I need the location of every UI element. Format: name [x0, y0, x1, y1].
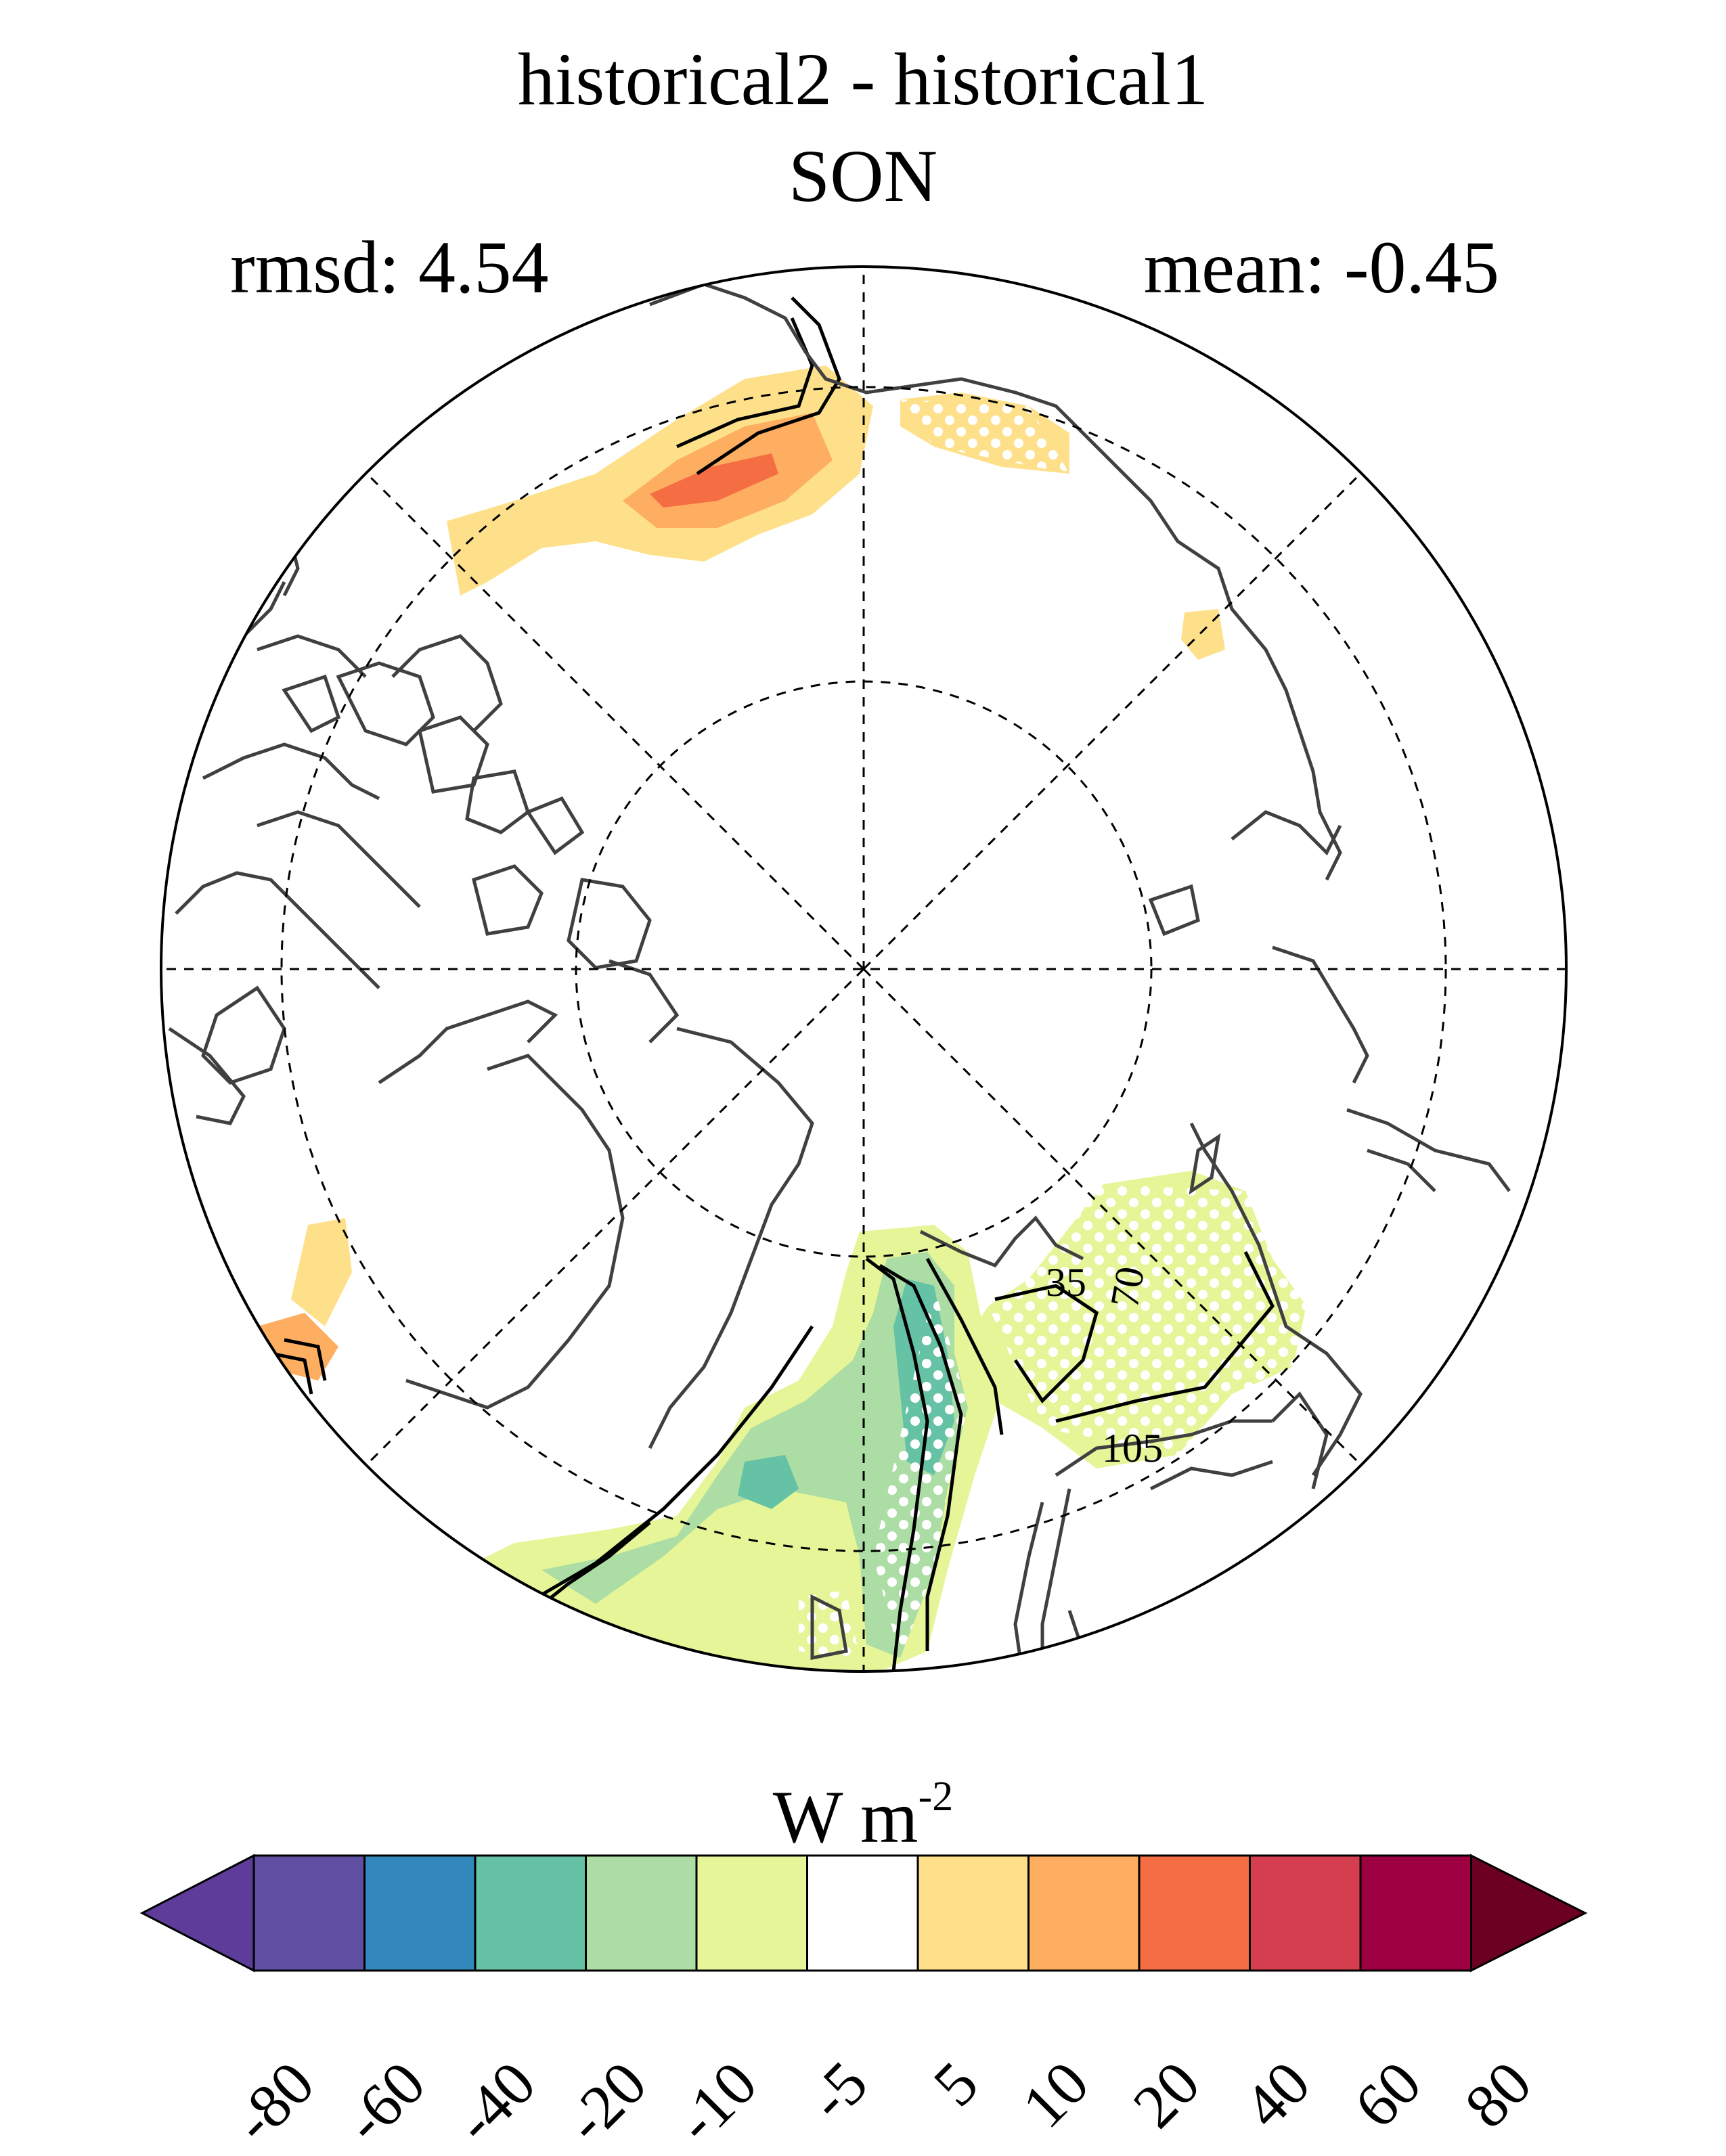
contour-label-70: 70	[1102, 1263, 1153, 1311]
contour-label-35: 35	[1046, 1260, 1086, 1305]
colorbar-box	[363, 1854, 477, 1972]
graticule	[161, 267, 1566, 1671]
colorbar-box	[585, 1854, 698, 1972]
colorbar-box	[1359, 1854, 1472, 1972]
warm-region-left	[291, 1218, 352, 1326]
warm-region-bering	[1181, 609, 1225, 660]
colorbar-units: W m-2	[0, 1776, 1726, 1854]
colorbar-box	[1027, 1854, 1141, 1972]
colorbar-box	[1249, 1854, 1362, 1972]
colorbar-box	[252, 1854, 366, 1972]
map-border	[160, 265, 1568, 1673]
rmsd-label: rmsd: 4.54	[230, 226, 549, 309]
colorbar-extend-high	[1470, 1854, 1588, 1973]
plot-title: historical2 - historical1	[517, 38, 1209, 120]
polar-map: 35 70 105	[160, 265, 1568, 1673]
plot-season: SON	[788, 135, 938, 217]
colorbar-extend-low	[139, 1854, 255, 1973]
units-exponent: -2	[918, 1774, 954, 1820]
colorbar-box	[916, 1854, 1030, 1972]
coastlines	[168, 282, 1511, 1671]
colorbar-box	[806, 1854, 919, 1972]
warm-region-siberia-peak	[650, 453, 778, 508]
colorbar-boxes	[139, 1854, 1588, 1973]
colorbar-box	[695, 1854, 808, 1972]
mean-label: mean: -0.45	[1143, 226, 1499, 309]
colorbar-box	[1138, 1854, 1251, 1972]
cool-region-nordic-mid	[541, 1252, 968, 1658]
cool-region-peak-2	[738, 1455, 799, 1509]
units-base: W m	[772, 1776, 919, 1858]
contour-label-105: 105	[1102, 1426, 1163, 1470]
colorbar-box	[474, 1854, 587, 1972]
